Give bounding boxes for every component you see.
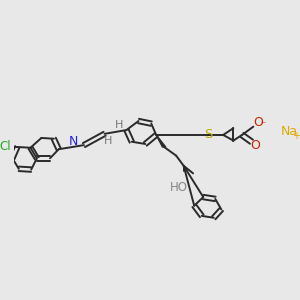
Text: Na: Na bbox=[280, 125, 298, 138]
Text: +: + bbox=[292, 131, 300, 141]
Text: S: S bbox=[204, 128, 212, 141]
Text: O: O bbox=[253, 116, 263, 129]
Polygon shape bbox=[156, 135, 166, 147]
Text: H: H bbox=[115, 120, 123, 130]
Text: Cl: Cl bbox=[0, 140, 11, 154]
Text: ⁻: ⁻ bbox=[260, 120, 265, 130]
Text: N: N bbox=[69, 135, 78, 148]
Text: O: O bbox=[250, 139, 260, 152]
Text: H: H bbox=[104, 136, 112, 146]
Text: HO: HO bbox=[170, 181, 188, 194]
